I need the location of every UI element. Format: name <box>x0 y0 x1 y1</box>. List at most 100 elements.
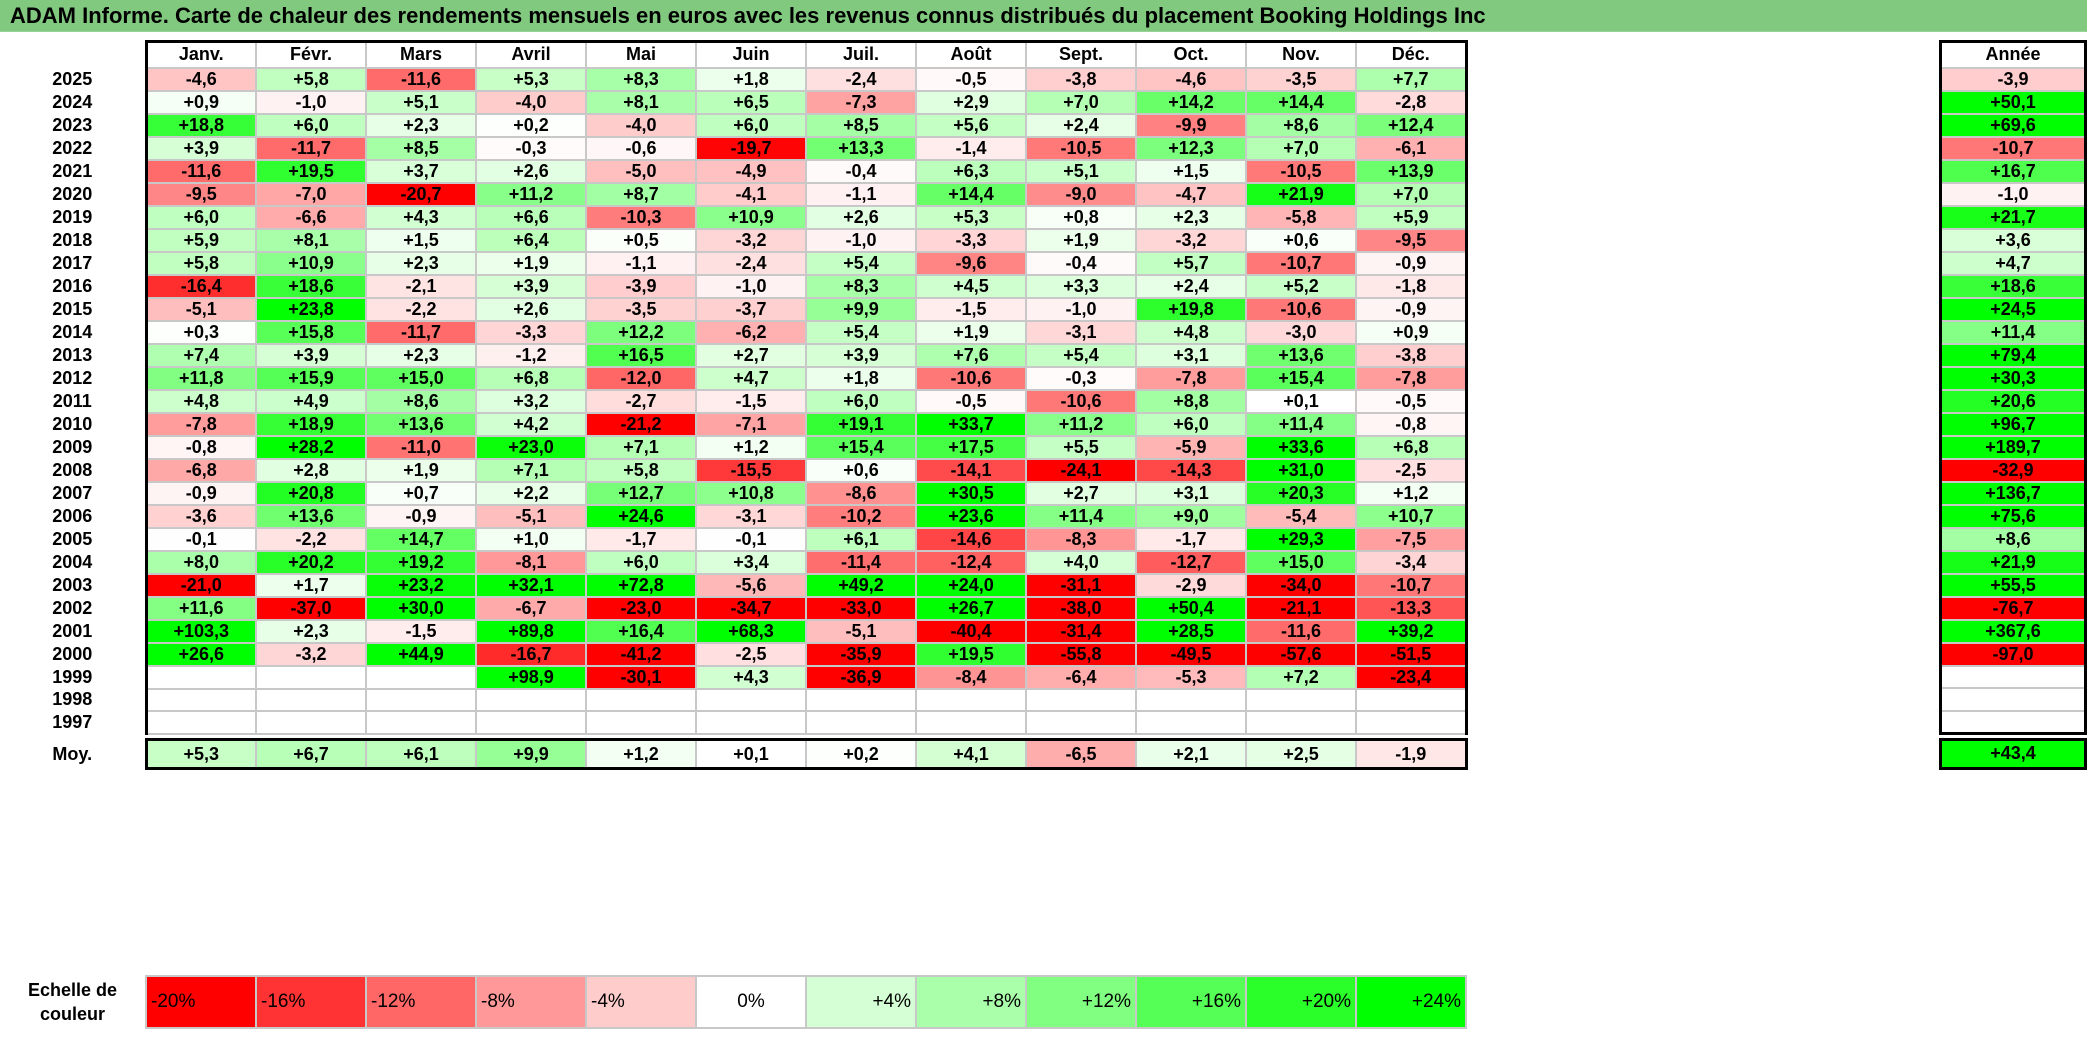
month-header: Déc. <box>1355 40 1468 69</box>
heatmap-cell <box>1245 710 1357 735</box>
average-cell: +6,7 <box>255 738 367 771</box>
spacer <box>1940 731 2086 740</box>
year-label: 2005 <box>0 527 148 551</box>
heatmap-cell: -11,7 <box>255 135 367 161</box>
annual-header: Année <box>1939 40 2087 69</box>
heatmap-cell: -3,4 <box>1355 549 1468 575</box>
heatmap-cell: -7,8 <box>1355 365 1468 391</box>
heatmap-cell: -0,5 <box>915 66 1027 92</box>
annual-cell: +18,6 <box>1939 273 2087 299</box>
year-row: 2024 +0,9 -1,0 +5,1 -4,0 +8,1 +6,5 -7,3 +2,9 +7,0… <box>0 89 1468 115</box>
year-row: 2001 +103,3 +2,3 -1,5 +89,8 +16,4 +68,3 -5,1 -40… <box>0 618 1468 644</box>
heatmap-cell: +7,1 <box>585 434 697 460</box>
year-label: 2004 <box>0 550 148 574</box>
heatmap-cell: +1,2 <box>1355 480 1468 506</box>
heatmap-cell: -16,7 <box>475 641 587 667</box>
heatmap-cell: +6,0 <box>145 204 257 230</box>
heatmap-cell: -8,4 <box>915 664 1027 690</box>
heatmap-cell: -21,1 <box>1245 595 1357 621</box>
year-label: 2013 <box>0 343 148 367</box>
heatmap-cell: +31,0 <box>1245 457 1357 483</box>
heatmap-cell: +39,2 <box>1355 618 1468 644</box>
average-row: Moy. +5,3 +6,7 +6,1 +9,9 +1,2 +0,1 +0,2 +4,1 -6,5… <box>0 738 1468 771</box>
heatmap-cell: -2,1 <box>365 273 477 299</box>
heatmap-cell: +1,9 <box>915 319 1027 345</box>
heatmap-cell: -0,8 <box>145 434 257 460</box>
heatmap-cell: +21,9 <box>1245 181 1357 207</box>
annual-cell: +21,7 <box>1939 204 2087 230</box>
heatmap-cell: +0,6 <box>1245 227 1357 253</box>
heatmap-cell: -3,9 <box>585 273 697 299</box>
heatmap-cell: -5,4 <box>1245 503 1357 529</box>
heatmap-cell: -7,0 <box>255 181 367 207</box>
heatmap-cell: -8,3 <box>1025 526 1137 552</box>
heatmap-cell: +1,5 <box>1135 158 1247 184</box>
heatmap-cell: +5,3 <box>915 204 1027 230</box>
heatmap-cell: -1,0 <box>805 227 917 253</box>
heatmap-cell: +15,4 <box>805 434 917 460</box>
heatmap-cell: +30,5 <box>915 480 1027 506</box>
heatmap-cell: +14,4 <box>1245 89 1357 115</box>
heatmap-cell: -3,8 <box>1025 66 1137 92</box>
heatmap-cell: -55,8 <box>1025 641 1137 667</box>
color-scale-stop: +20% <box>1245 975 1357 1029</box>
heatmap-cell: +26,7 <box>915 595 1027 621</box>
heatmap-cell <box>475 710 587 735</box>
average-cell: +4,1 <box>915 738 1027 771</box>
heatmap-cell: +5,4 <box>1025 342 1137 368</box>
heatmap-cell <box>145 687 257 713</box>
year-label: 2002 <box>0 596 148 620</box>
heatmap-cell: +16,5 <box>585 342 697 368</box>
heatmap-cell: +2,7 <box>1025 480 1137 506</box>
heatmap-cell: -1,5 <box>695 388 807 414</box>
heatmap-cell: +103,3 <box>145 618 257 644</box>
average-cell: -6,5 <box>1025 738 1137 771</box>
heatmap-cell: -6,2 <box>695 319 807 345</box>
heatmap-cell: +5,5 <box>1025 434 1137 460</box>
year-label: 2001 <box>0 619 148 643</box>
heatmap-cell: +26,6 <box>145 641 257 667</box>
heatmap-cell: -23,0 <box>585 595 697 621</box>
annual-cell: +50,1 <box>1939 89 2087 115</box>
year-label: 2020 <box>0 182 148 206</box>
heatmap-cell: -1,7 <box>585 526 697 552</box>
heatmap-cell: +8,6 <box>1245 112 1357 138</box>
heatmap-cell: +6,0 <box>695 112 807 138</box>
heatmap-cell: +15,0 <box>1245 549 1357 575</box>
annual-cell: +189,7 <box>1939 434 2087 460</box>
average-cell: +2,1 <box>1135 738 1247 771</box>
heatmap-cell: +3,9 <box>255 342 367 368</box>
heatmap-cell: -2,8 <box>1355 89 1468 115</box>
spacer <box>1136 732 1246 740</box>
heatmap-cell: -0,5 <box>1355 388 1468 414</box>
heatmap-cell: +1,9 <box>475 250 587 276</box>
heatmap-cell: -41,2 <box>585 641 697 667</box>
color-scale-stop: -20% <box>145 975 257 1029</box>
month-header: Mai <box>585 40 697 69</box>
heatmap-cell: +0,6 <box>805 457 917 483</box>
year-label: 2015 <box>0 297 148 321</box>
heatmap-cell: +6,0 <box>805 388 917 414</box>
heatmap-cell: +23,8 <box>255 296 367 322</box>
heatmap-cell: +17,5 <box>915 434 1027 460</box>
heatmap-cell: +2,7 <box>695 342 807 368</box>
heatmap-cell: -1,5 <box>365 618 477 644</box>
month-header: Févr. <box>255 40 367 69</box>
year-label: 2012 <box>0 366 148 390</box>
heatmap-cell: +14,4 <box>915 181 1027 207</box>
heatmap-cell: -3,1 <box>1025 319 1137 345</box>
year-row: 2008 -6,8 +2,8 +1,9 +7,1 +5,8 -15,5 +0,6 -14,1 -2… <box>0 457 1468 483</box>
heatmap-cell: +8,7 <box>585 181 697 207</box>
heatmap-cell: -0,4 <box>1025 250 1137 276</box>
heatmap-cell: +5,4 <box>805 250 917 276</box>
spacer <box>916 732 1026 740</box>
heatmap-cell: -9,9 <box>1135 112 1247 138</box>
heatmap-cell: -7,8 <box>145 411 257 437</box>
heatmap-cell <box>915 710 1027 735</box>
average-cell: +2,5 <box>1245 738 1357 771</box>
annual-cell: +3,6 <box>1939 227 2087 253</box>
heatmap-cell: -2,4 <box>805 66 917 92</box>
month-header: Avril <box>475 40 587 69</box>
heatmap-cell: -3,7 <box>695 296 807 322</box>
heatmap-cell: -1,7 <box>1135 526 1247 552</box>
